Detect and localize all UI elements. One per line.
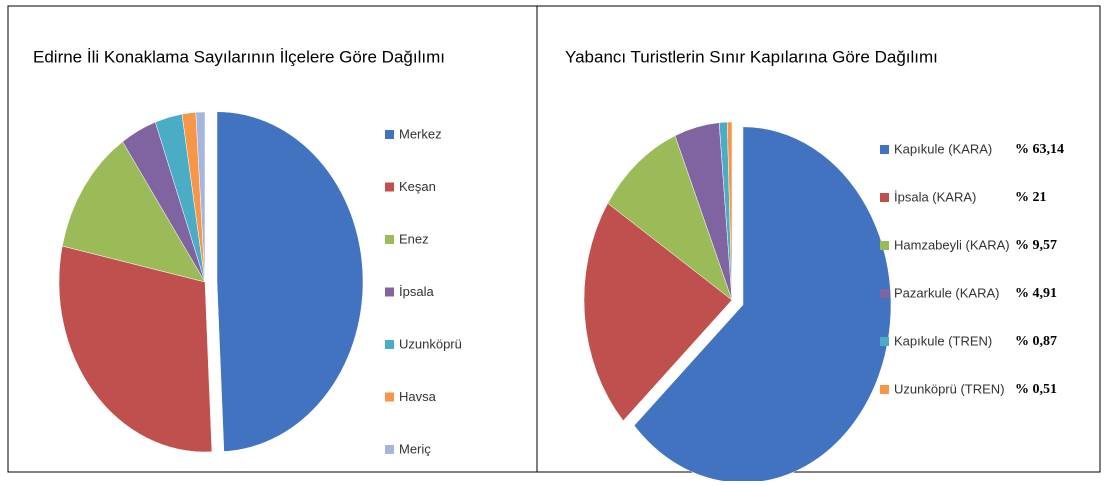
legend-label: İpsala (KARA) xyxy=(894,189,976,204)
value-label: % 9,57 xyxy=(1015,238,1057,253)
value-label: % 0,87 xyxy=(1015,334,1057,349)
legend-label: Merkez xyxy=(399,126,442,141)
legend-label: Kapıkule (KARA) xyxy=(894,141,992,156)
pie-slice xyxy=(727,121,733,301)
frame xyxy=(7,5,1101,473)
value-label: % 63,14 xyxy=(1015,142,1064,157)
pie-slice xyxy=(216,111,364,452)
legend-swatch xyxy=(385,130,394,139)
legend-label: Havsa xyxy=(399,389,437,404)
legend-label: Pazarkule (KARA) xyxy=(894,285,999,300)
legend-label: Uzunköprü xyxy=(399,336,462,351)
legend-label: İpsala xyxy=(399,284,434,299)
legend-swatch xyxy=(880,145,889,154)
legend-label: Keşan xyxy=(399,179,436,194)
legend-swatch xyxy=(880,289,889,298)
value-label: % 21 xyxy=(1015,190,1047,205)
legend-swatch xyxy=(385,392,394,402)
legend-label: Uzunköprü (TREN) xyxy=(894,381,1005,396)
legend-label: Hamzabeyli (KARA) xyxy=(894,237,1010,252)
pie-slice xyxy=(58,245,213,453)
legend-swatch xyxy=(385,287,394,297)
legend-label: Meriç xyxy=(399,441,431,456)
legend-swatch xyxy=(385,340,394,349)
chart-title: Yabancı Turistlerin Sınır Kapılarına Gör… xyxy=(565,47,938,66)
pie-slice xyxy=(195,111,206,283)
legend-swatch xyxy=(385,445,394,454)
pie-slice xyxy=(607,135,733,301)
legend-swatch xyxy=(385,182,394,192)
legend-label: Enez xyxy=(399,231,429,246)
pie-slice xyxy=(583,202,733,422)
legend-label: Kapıkule (TREN) xyxy=(894,333,992,348)
legend-swatch xyxy=(385,235,394,244)
legend-swatch xyxy=(880,193,889,202)
chart-title: Edirne İli Konaklama Sayılarının İlçeler… xyxy=(33,47,445,66)
legend-swatch xyxy=(880,241,889,250)
pie-slice xyxy=(633,126,892,484)
value-label: % 0,51 xyxy=(1015,382,1057,397)
legend-swatch xyxy=(880,337,889,346)
value-label: % 4,91 xyxy=(1015,286,1057,301)
pie-slice xyxy=(62,141,206,283)
legend-swatch xyxy=(880,385,889,394)
